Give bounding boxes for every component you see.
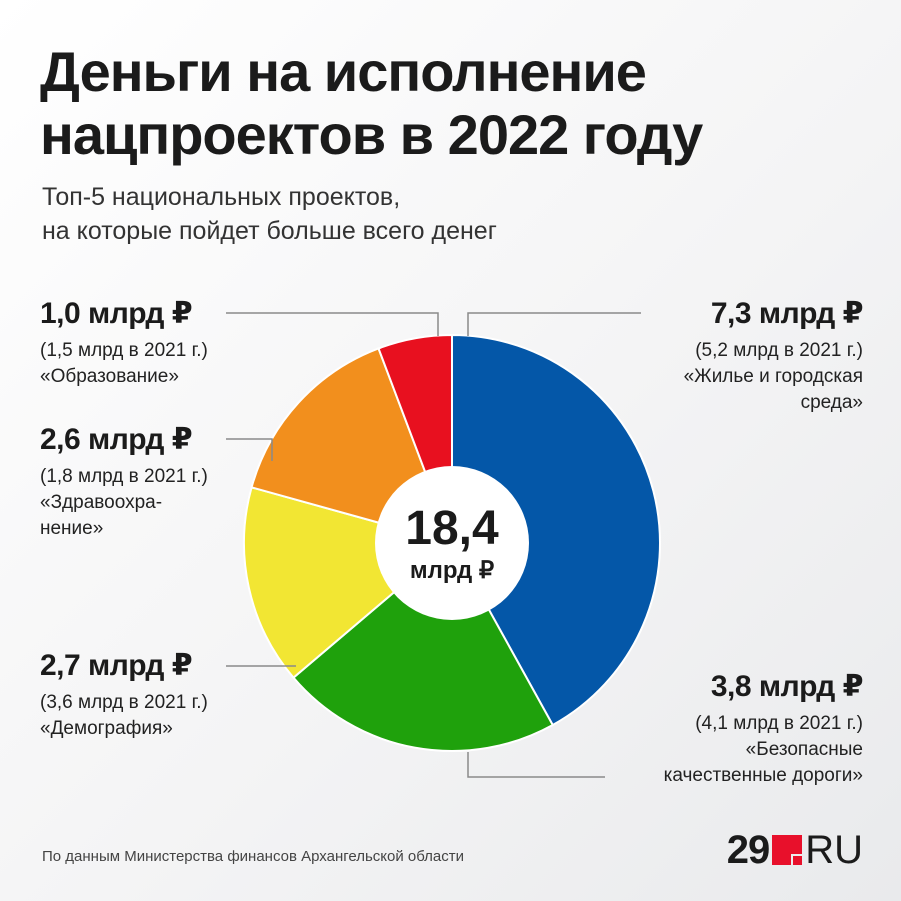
pie-slice-roads	[292, 541, 555, 752]
slice-amount: 2,6 млрд ₽	[40, 423, 193, 456]
slice-label-demography: 2,7 млрд ₽ (3,6 млрд в 2021 г.) «Демогра…	[40, 648, 280, 742]
slice-name: «Безопасные качественные дороги»	[663, 739, 863, 786]
logo-number: 29	[726, 828, 770, 872]
logo: 29 RU	[727, 828, 863, 872]
slice-prev-year: (1,5 млрд в 2021 г.)	[40, 340, 208, 361]
leader-line-education	[226, 312, 439, 336]
source-note: По данным Министерства финансов Архангел…	[42, 848, 465, 865]
slice-label-education: 1,0 млрд ₽ (1,5 млрд в 2021 г.) «Образов…	[40, 296, 280, 390]
slice-prev-year: (3,6 млрд в 2021 г.)	[40, 692, 208, 713]
center-unit: млрд ₽	[410, 557, 494, 584]
slice-prev-year: (4,1 млрд в 2021 г.)	[695, 713, 863, 734]
slice-prev-year: (5,2 млрд в 2021 г.)	[695, 340, 863, 361]
slice-amount: 3,8 млрд ₽	[710, 670, 864, 703]
center-hole	[375, 466, 529, 620]
leader-line-health	[226, 438, 273, 461]
slice-name: «Жилье и городская среда»	[683, 366, 863, 413]
center-value: 18,4	[405, 502, 499, 555]
slice-name: «Здравоохра- нение»	[40, 492, 163, 539]
slice-label-roads: 3,8 млрд ₽ (4,1 млрд в 2021 г.) «Безопас…	[623, 669, 864, 789]
logo-suffix: RU	[805, 828, 863, 872]
slice-amount: 2,7 млрд ₽	[40, 649, 193, 682]
slice-amount: 7,3 млрд ₽	[710, 297, 864, 330]
leader-line-housing	[467, 312, 641, 336]
slice-amount: 1,0 млрд ₽	[40, 297, 193, 330]
leader-line-roads	[467, 752, 605, 778]
page-title: Деньги на исполнение нацпроектов в 2022 …	[40, 40, 703, 166]
slice-name: «Образование»	[40, 366, 179, 387]
leader-lines	[226, 312, 641, 778]
pie-slice-housing	[451, 333, 661, 727]
slice-prev-year: (1,8 млрд в 2021 г.)	[40, 466, 208, 487]
slice-name: «Демография»	[40, 718, 173, 739]
page-subtitle: Топ-5 национальных проектов, на которые …	[42, 183, 497, 245]
logo-mark-icon	[772, 835, 803, 865]
slice-label-health: 2,6 млрд ₽ (1,8 млрд в 2021 г.) «Здравоо…	[40, 422, 280, 542]
slice-label-housing: 7,3 млрд ₽ (5,2 млрд в 2021 г.) «Жилье и…	[623, 296, 864, 416]
